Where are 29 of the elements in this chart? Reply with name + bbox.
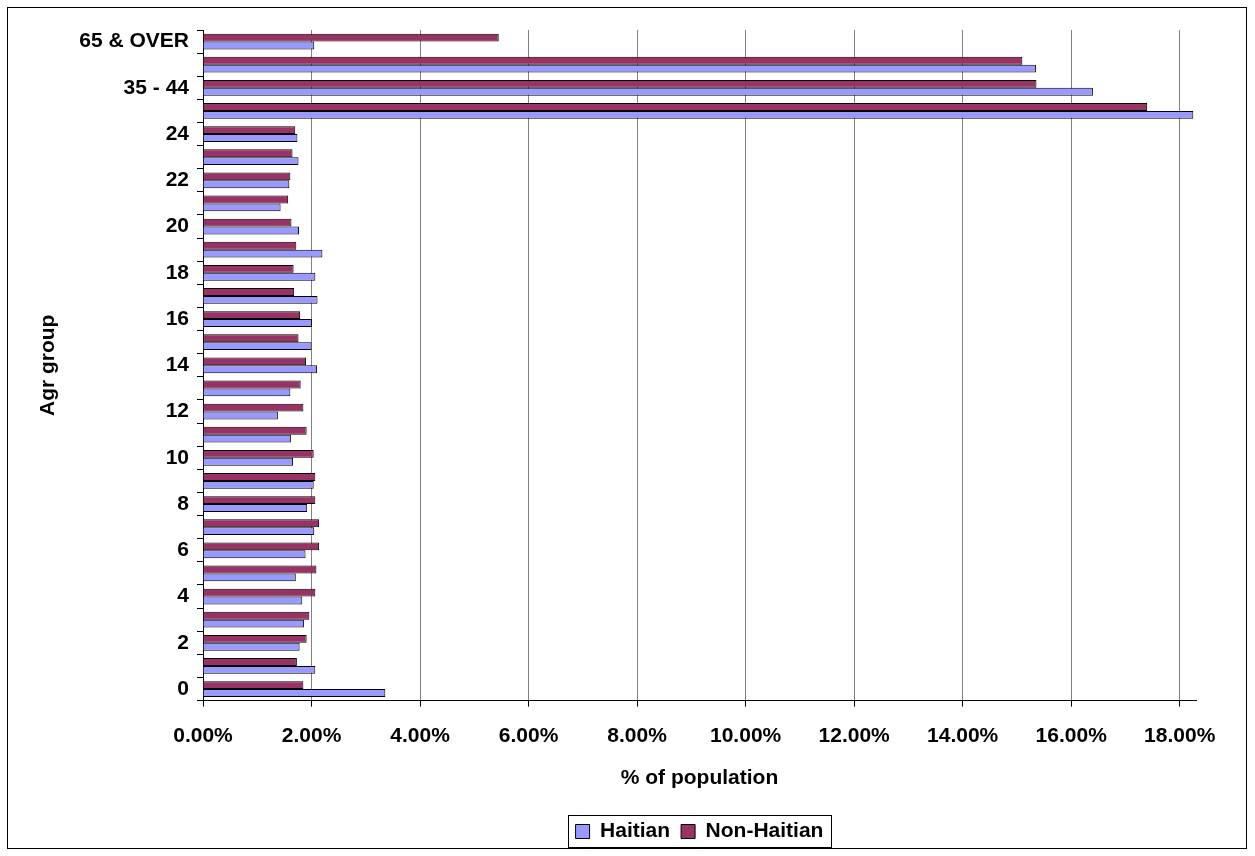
y-tick-label: 8 <box>177 490 190 514</box>
y-tick-label: 24 <box>165 120 190 144</box>
y-tick-label: 35 - 44 <box>123 74 190 98</box>
y-axis-title: Agr group <box>35 314 59 417</box>
x-tick-label: 2.00% <box>281 723 342 746</box>
y-tick-label: 2 <box>177 629 189 653</box>
legend-label: Non-Haitian <box>705 818 824 842</box>
legend-label: Haitian <box>600 818 671 842</box>
y-tick-label: 20 <box>165 213 189 237</box>
y-tick-label: 65 & OVER <box>79 28 189 52</box>
y-tick-label: 10 <box>165 444 189 468</box>
x-tick-label: 8.00% <box>607 723 668 746</box>
y-tick-label: 6 <box>177 537 189 561</box>
y-tick-label: 4 <box>177 583 190 607</box>
y-tick-label: 0 <box>177 675 189 699</box>
x-tick-label: 12.00% <box>818 723 891 746</box>
x-tick-label: 4.00% <box>390 723 451 746</box>
x-tick-label: 14.00% <box>927 723 999 746</box>
y-tick-label: 12 <box>165 398 189 422</box>
x-tick-label: 0.00% <box>173 723 234 746</box>
y-tick-label: 16 <box>165 305 189 329</box>
x-tick-label: 6.00% <box>498 723 559 746</box>
y-tick-label: 18 <box>165 259 190 283</box>
x-tick-label: 10.00% <box>710 723 782 746</box>
x-axis-title: % of population <box>620 765 779 789</box>
y-tick-label: 22 <box>165 167 189 191</box>
y-tick-label: 14 <box>165 352 190 376</box>
x-tick-label: 16.00% <box>1035 723 1108 746</box>
x-tick-label: 18.00% <box>1144 723 1216 746</box>
